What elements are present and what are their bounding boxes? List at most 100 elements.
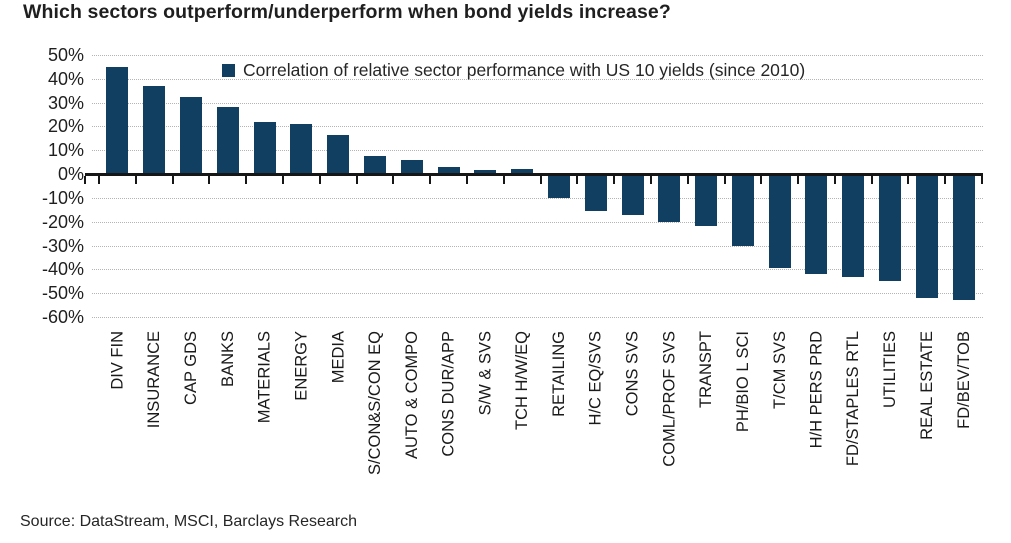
gridline [92, 102, 983, 104]
axis-tick-mark [944, 176, 947, 184]
category-label: UTILITIES [872, 331, 909, 517]
axis-tick-mark [576, 176, 579, 184]
axis-tick-mark [134, 176, 137, 184]
axis-tick-mark [797, 176, 799, 184]
y-axis-tick-label: -20% [41, 211, 84, 232]
axis-tick-mark [355, 176, 358, 184]
bar [474, 170, 497, 174]
bar [363, 156, 386, 174]
category-label-text: REAL ESTATE [917, 331, 936, 440]
y-axis-tick-label: 0% [57, 164, 84, 184]
category-label-text: DIV FIN [108, 331, 127, 390]
category-label-text: FD/STAPLES RTL [844, 331, 863, 467]
category-label-text: COML/PROF SVS [660, 331, 679, 467]
legend: Correlation of relative sector performan… [222, 60, 805, 81]
bar [547, 176, 570, 198]
category-label: FD/STAPLES RTL [835, 331, 872, 517]
category-label-text: ENERGY [292, 331, 311, 401]
category-label-text: INSURANCE [145, 331, 164, 429]
axis-tick-mark [98, 176, 100, 184]
category-label-text: CONS DUR/APP [439, 331, 458, 457]
axis-tick-mark [429, 176, 432, 184]
category-label: REAL ESTATE [908, 331, 945, 517]
gridline [92, 245, 983, 247]
axis-tick-mark [171, 176, 174, 184]
gridline [92, 126, 983, 128]
source-note: Source: DataStream, MSCI, Barclays Resea… [20, 513, 358, 530]
category-label: BANKS [209, 331, 246, 517]
category-label: H/H PERS PRD [798, 331, 835, 517]
axis-tick-mark [318, 176, 321, 184]
bar [879, 176, 901, 282]
gridline [92, 54, 983, 56]
y-axis-tick-label: 20% [47, 116, 84, 137]
category-label-text: MEDIA [329, 331, 348, 384]
axis-tick-mark [282, 176, 284, 184]
axis-tick-mark [760, 176, 763, 184]
category-label: CAP GDS [173, 331, 210, 517]
category-label: FD/BEV/TOB [945, 331, 982, 517]
gridline [92, 78, 983, 80]
bar [327, 134, 350, 174]
category-label-text: TCH H/W/EQ [513, 331, 532, 430]
axis-tick-mark [392, 176, 395, 184]
bar [731, 176, 754, 246]
category-label: S/CON&S/CON EQ [357, 331, 394, 517]
gridline [92, 150, 983, 152]
category-label: AUTO & COMPO [393, 331, 430, 517]
y-axis-tick-label: -10% [41, 187, 84, 208]
bar [915, 176, 938, 298]
bar [290, 124, 313, 174]
chart-title: Which sectors outperform/underperform wh… [23, 1, 671, 23]
axis-tick-mark [208, 176, 211, 184]
category-label: CONS SVS [614, 331, 651, 517]
category-label: PH/BIO L SCI [725, 331, 762, 517]
y-axis-tick-label: 50% [47, 44, 84, 65]
y-axis-tick-label: 40% [47, 68, 84, 89]
bar [216, 107, 239, 174]
axis-tick-mark [981, 176, 983, 184]
category-label-text: S/W & SVS [476, 331, 495, 416]
bar [400, 159, 423, 174]
category-label: ENERGY [283, 331, 320, 517]
axis-tick-mark [539, 176, 542, 184]
axis-tick-mark [723, 176, 726, 184]
category-label-text: TRANSPT [697, 331, 716, 409]
category-label: INSURANCE [136, 331, 173, 517]
category-label-text: RETAILING [549, 331, 568, 417]
category-label-text: CONS SVS [623, 331, 642, 417]
axis-tick-mark [613, 176, 616, 184]
category-label: TCH H/W/EQ [504, 331, 541, 517]
y-axis-tick-label: -60% [41, 307, 84, 327]
bar [584, 176, 607, 211]
axis-tick-mark [245, 176, 248, 184]
category-label: DIV FIN [99, 331, 136, 517]
axis-tick-mark [870, 176, 873, 184]
gridline [92, 221, 983, 223]
axis-tick-mark [907, 176, 910, 184]
category-label-text: H/H PERS PRD [807, 331, 826, 449]
category-label-text: S/CON&S/CON EQ [365, 331, 384, 475]
category-label: RETAILING [541, 331, 578, 517]
bar [253, 121, 276, 174]
category-label: CONS DUR/APP [430, 331, 467, 517]
axis-tick-mark [686, 176, 689, 184]
y-axis-tick-label: -40% [41, 259, 84, 280]
legend-label: Correlation of relative sector performan… [243, 60, 806, 80]
category-label-text: T/CM SVS [770, 331, 789, 409]
bar [106, 66, 129, 174]
bar [511, 169, 534, 174]
bar [695, 176, 718, 227]
category-label-text: FD/BEV/TOB [954, 331, 973, 429]
y-axis-tick-label: 30% [47, 92, 84, 113]
axis-tick-mark [649, 176, 652, 184]
category-label-text: CAP GDS [182, 331, 200, 405]
y-axis-tick-label: -50% [41, 283, 84, 304]
axis-tick-mark [84, 176, 86, 184]
axis-tick-mark [465, 176, 468, 184]
category-label: H/C EQ/SVS [577, 331, 614, 517]
bar [437, 166, 460, 174]
bar [180, 96, 202, 174]
